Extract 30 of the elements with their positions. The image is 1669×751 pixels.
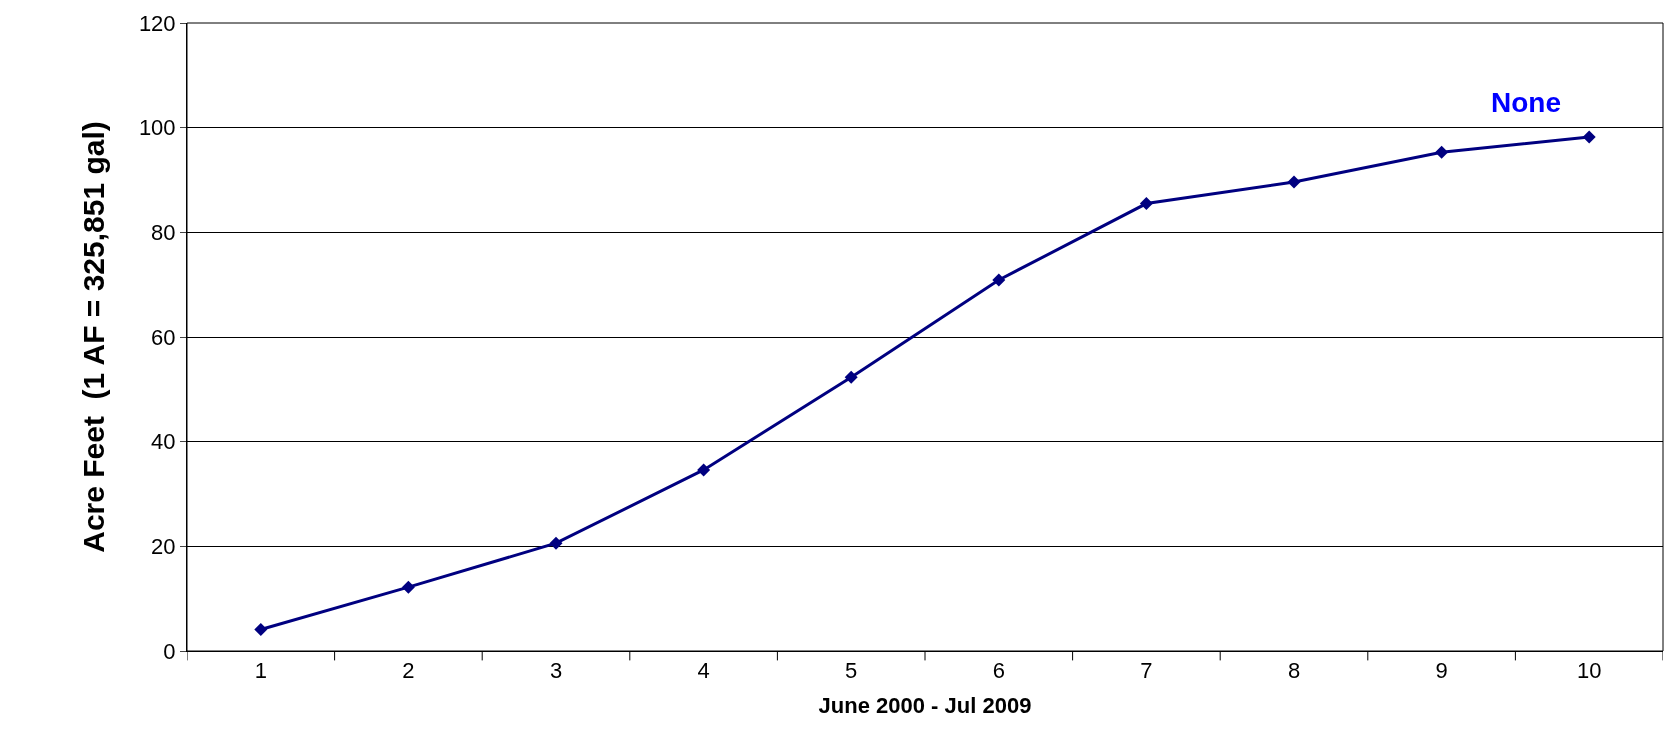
point [1582,130,1596,144]
point [401,580,415,594]
x-tick-label: 4 [697,658,710,684]
y-tick-label: 0 [163,638,176,664]
x-tick-label: 9 [1435,658,1448,684]
x-tick-label: 2 [402,658,415,684]
point [549,536,563,550]
y-tick-label: 40 [151,429,176,455]
point [1139,197,1153,211]
y-axis-title: Acre Feet (1 AF = 325,851 gal) [76,121,110,553]
x-tick-label: 3 [549,658,563,684]
x-tick-label: 6 [992,658,1005,684]
annotation: None [1491,87,1561,118]
point [254,623,268,637]
x-tick-label: 5 [845,658,858,684]
y-tick-label: 80 [151,220,176,246]
x-tick-label: 10 [1576,658,1602,684]
x-tick-label: 8 [1287,658,1301,684]
y-tick-label: 20 [151,534,176,560]
x-axis-title: June 2000 - Jul 2009 [818,693,1032,719]
y-tick-label: 100 [138,115,176,141]
point [697,463,711,477]
x-tick-label: 1 [254,658,267,684]
point [1287,175,1301,189]
y-tick-label: 60 [151,324,176,350]
x-tick-label: 7 [1140,658,1153,684]
point [992,273,1006,287]
y-tick-label: 120 [138,10,176,36]
point [1435,145,1449,159]
point [844,370,858,384]
